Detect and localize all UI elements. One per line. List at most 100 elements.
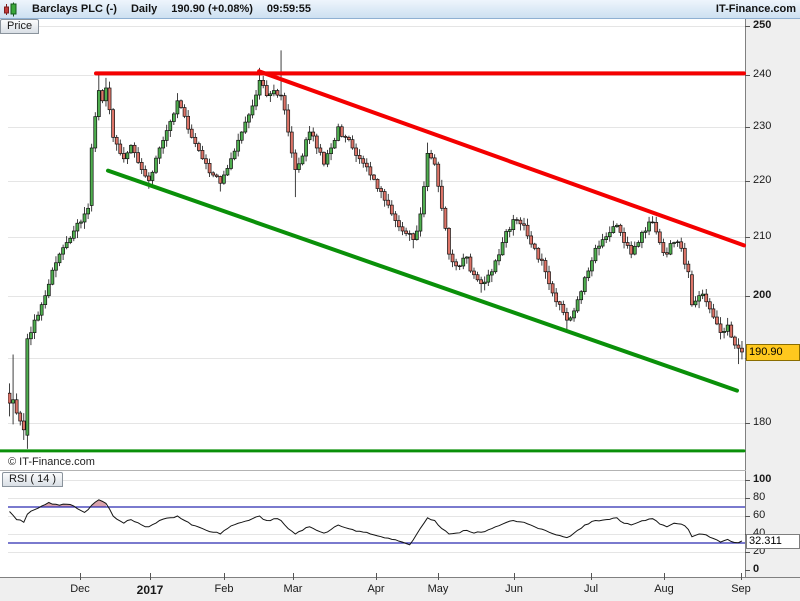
candle-body — [164, 130, 169, 141]
candle-body — [129, 144, 133, 154]
month-label-Jul: Jul — [583, 583, 599, 595]
candle-body — [132, 144, 137, 154]
candle-body — [247, 114, 251, 123]
price-axis-column[interactable] — [745, 19, 800, 577]
candle-body — [93, 116, 98, 149]
candle-body — [411, 233, 416, 240]
rsi-tick-60: 60 — [753, 509, 766, 521]
candle-body — [568, 317, 573, 321]
last-price-label: 190.90 — [746, 344, 800, 361]
candle-body — [268, 93, 273, 97]
candle-body — [375, 178, 380, 189]
month-label-Feb: Feb — [214, 583, 234, 595]
candle-body — [575, 299, 580, 312]
candle-body — [629, 245, 634, 255]
candle-body — [57, 253, 62, 264]
candle-body — [382, 191, 387, 201]
candle-body — [593, 247, 598, 262]
candle-body — [611, 226, 616, 233]
candle-body — [139, 162, 144, 170]
candle-body — [8, 392, 12, 404]
candle-body — [522, 223, 526, 226]
candle-body — [604, 236, 609, 240]
candle-body — [454, 261, 458, 267]
candle-body — [400, 226, 405, 232]
price-tick-220: 220 — [753, 173, 772, 186]
candle-body — [711, 308, 716, 318]
rsi-tick-100: 100 — [753, 473, 772, 485]
tab-price[interactable]: Price — [0, 19, 40, 34]
rsi-overbought-fill — [91, 499, 106, 507]
price-tick-230: 230 — [753, 119, 772, 132]
candle-body — [504, 231, 508, 243]
tab-rsi[interactable]: RSI ( 14 ) — [2, 472, 64, 487]
candle-body — [422, 186, 426, 215]
candle-body — [261, 80, 266, 86]
candle-body — [461, 257, 466, 267]
panel-separator — [0, 470, 746, 471]
month-label-May: May — [427, 583, 449, 595]
copyright-watermark: © IT-Finance.com — [8, 456, 95, 468]
price-tick-180: 180 — [753, 416, 772, 429]
candle-body — [111, 109, 115, 138]
candle-body — [193, 136, 198, 144]
candle-body — [18, 412, 23, 422]
candle-body — [618, 224, 623, 233]
candle-body — [443, 207, 448, 229]
candle-body — [225, 168, 230, 176]
candle-body — [114, 136, 119, 145]
candle-body — [197, 143, 201, 151]
candle-body — [464, 256, 469, 259]
month-label-Aug: Aug — [654, 583, 674, 595]
candle-body — [693, 300, 698, 306]
candle-body — [325, 153, 330, 165]
candle-body — [682, 247, 687, 265]
candle-body — [289, 131, 294, 154]
time-axis-bar[interactable] — [0, 577, 800, 601]
candle-body — [36, 314, 40, 321]
price-tick-210: 210 — [753, 229, 772, 242]
candle-body — [732, 336, 737, 346]
candle-body — [661, 242, 666, 254]
candle-body — [21, 420, 26, 431]
candle-body — [264, 85, 269, 97]
candle-body — [640, 232, 644, 243]
trendlines — [0, 69, 746, 453]
candle-body — [729, 324, 734, 338]
candle-body — [297, 163, 301, 170]
candle-body — [293, 152, 298, 170]
candle-body — [482, 281, 487, 285]
candle-body — [357, 155, 362, 160]
candle-body — [672, 242, 676, 244]
candle-body — [468, 256, 473, 272]
candle-body — [447, 228, 451, 255]
clock-label: 09:59:55 — [266, 3, 311, 15]
candle-body — [332, 140, 337, 149]
candle-body — [204, 158, 208, 164]
candle-body — [182, 107, 187, 117]
header-bar: Barclays PLC (-) Daily 190.90 (+0.08%) 0… — [0, 0, 800, 19]
candle-body — [214, 174, 219, 177]
candle-body — [582, 277, 587, 293]
candle-body — [39, 304, 44, 316]
candle-body — [61, 247, 65, 255]
candle-body — [518, 219, 523, 225]
candle-body — [707, 301, 712, 310]
candle-body — [146, 175, 151, 181]
candle-body — [622, 232, 626, 243]
timeframe-label: Daily — [130, 3, 158, 15]
candle-body — [86, 207, 90, 215]
candle-body — [715, 316, 719, 325]
candle-body — [121, 153, 126, 160]
candle-body — [207, 163, 212, 174]
candle-body — [457, 265, 462, 268]
candle-body — [218, 176, 223, 184]
candle-body — [311, 131, 316, 137]
candle-body — [154, 157, 158, 173]
price-tick-200: 200 — [753, 288, 772, 301]
candle-body — [186, 115, 190, 130]
candle-body — [107, 87, 112, 111]
candle-body — [572, 310, 576, 319]
candle-body — [254, 94, 258, 107]
